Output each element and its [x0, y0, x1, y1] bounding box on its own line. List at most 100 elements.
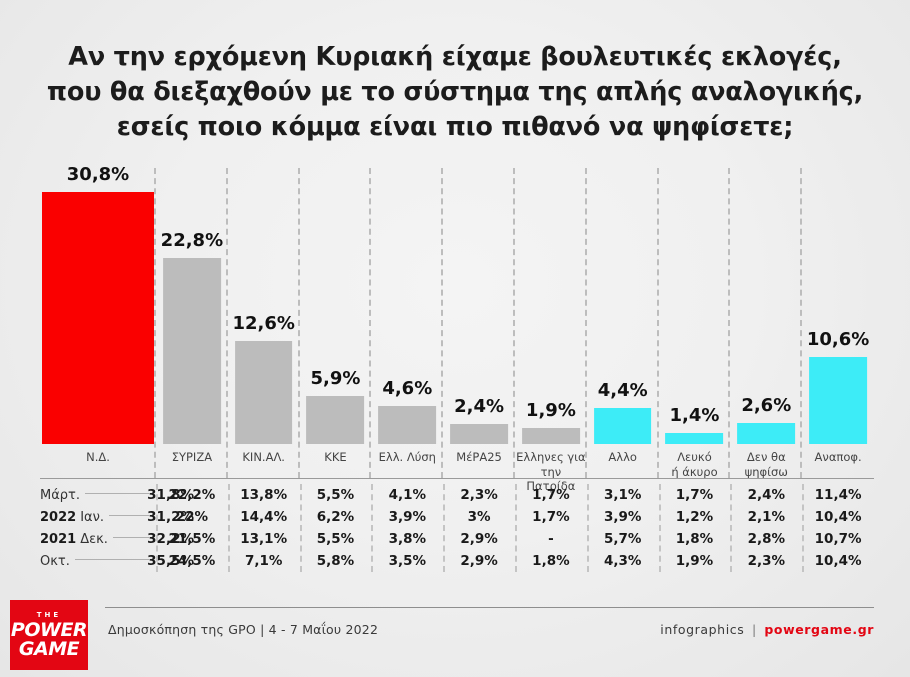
credit-separator: |	[751, 622, 757, 637]
table-row-label: 2022 Ιαν.	[40, 506, 152, 528]
table-cell: 1,9%	[675, 553, 714, 569]
table-cell: 5,8%	[316, 553, 355, 569]
logo-power-text: POWER	[10, 618, 88, 641]
table-cell: 31,8%	[147, 487, 194, 503]
source-attribution: Δημοσκόπηση της GPO | 4 - 7 Μαΐου 2022	[108, 622, 379, 637]
infographics-credit: infographics | powergame.gr	[660, 622, 874, 637]
credit-site[interactable]: powergame.gr	[764, 622, 874, 637]
bar-9	[665, 432, 724, 444]
table-cell: 35,5%	[147, 553, 194, 569]
table-cell: 10,4%	[814, 553, 862, 569]
table-row: 2022 Ιαν. 31,2% 22% 14,4% 6,2% 3,9% 3% 1,7% 3,9% 1…	[40, 506, 874, 528]
table-cell: 3,9%	[388, 509, 427, 525]
table-cell: 13,8%	[240, 487, 288, 503]
leader-line	[112, 536, 149, 538]
column-divider	[154, 168, 156, 478]
bar-11	[809, 357, 867, 444]
table-row: 2021 Δεκ. 32,2% 21,5% 13,1% 5,5% 3,8% 2,9% -5,7%…	[40, 528, 874, 550]
leader-line	[85, 492, 149, 494]
column-divider	[800, 168, 803, 478]
column-divider	[584, 168, 587, 478]
table-cell: 13,1%	[240, 531, 288, 547]
table-column-divider	[802, 484, 805, 572]
table-cell: 3%	[467, 509, 491, 525]
category-label: ΚΚΕ	[324, 450, 347, 464]
table-cell: 2,1%	[747, 509, 786, 525]
axis-baseline	[40, 478, 874, 479]
history-table: Μάρτ. 31,8% 22,2% 13,8% 5,5% 4,1% 2,3% 1,7% 3,1%…	[40, 484, 874, 572]
logo-the-text: THE	[36, 610, 62, 619]
row-month: Ιαν.	[80, 509, 104, 525]
category-label: Ελληνες για την Πατρίδα	[516, 450, 586, 494]
row-month: Οκτ.	[40, 553, 70, 569]
column-divider	[656, 168, 659, 478]
table-cell: 32,2%	[147, 531, 194, 547]
bar-value-label: 2,6%	[741, 394, 792, 416]
bar-value-label: 1,9%	[525, 400, 576, 422]
table-row: Οκτ. 35,5% 24,5% 7,1% 5,8% 3,5% 2,9% 1,8% 4,3% 1,…	[40, 550, 874, 572]
table-cell: 5,7%	[603, 531, 642, 547]
table-cell: 31,2%	[147, 509, 194, 525]
table-column-divider	[443, 484, 446, 572]
category-label: Αλλο	[608, 450, 637, 464]
row-year: 2022	[40, 509, 77, 525]
table-column-divider	[227, 484, 230, 572]
bar-value-label: 2,4%	[454, 396, 505, 418]
table-cell: 10,4%	[814, 509, 862, 525]
row-month: Δεκ.	[80, 531, 108, 547]
category-label: ΣΥΡΙΖΑ	[171, 450, 213, 464]
table-cell: 10,7%	[814, 531, 862, 547]
table-cell: 11,4%	[814, 487, 862, 503]
column-divider	[369, 168, 372, 478]
bar-value-label: 10,6%	[806, 329, 870, 351]
chart-column: 1,9% Ελληνες για την Πατρίδα	[515, 168, 587, 493]
table-cell: 4,1%	[388, 487, 427, 503]
table-cell: 2,9%	[460, 531, 498, 547]
table-cell: 2,3%	[460, 487, 498, 503]
table-cell: 3,9%	[603, 509, 642, 525]
chart-column: 1,4% Λευκό ή άκυρο	[659, 168, 731, 479]
table-cell: 1,7%	[532, 509, 570, 525]
table-column-divider	[658, 484, 661, 572]
table-cell: 3,5%	[388, 553, 427, 569]
bar-8	[593, 408, 652, 444]
table-cell: 2,4%	[747, 487, 786, 503]
category-label: Ελλ. Λύση	[378, 450, 436, 464]
table-cell: 6,2%	[316, 509, 355, 525]
table-cell: 5,5%	[316, 487, 355, 503]
table-cell: 14,4%	[240, 509, 288, 525]
table-cell: 24,5%	[168, 553, 216, 569]
table-cell: 1,7%	[675, 487, 714, 503]
table-column-divider	[586, 484, 589, 572]
category-label: ΚΙΝ.ΑΛ.	[242, 450, 285, 464]
credit-label: infographics	[660, 622, 745, 637]
table-cell: 1,8%	[675, 531, 714, 547]
table-cell: 5,5%	[316, 531, 355, 547]
category-label: Λευκό ή άκυρο	[671, 450, 718, 479]
logo-game-text: GAME	[18, 637, 80, 660]
bar-3	[234, 340, 293, 444]
chart-column: 30,8% Ν.Δ.	[40, 164, 156, 478]
chart-column: 12,6% ΚΙΝ.ΑΛ.	[228, 168, 300, 478]
table-row-label: Οκτ.	[40, 550, 152, 572]
category-label: Δεν θα ψηφίσω	[744, 450, 788, 479]
leader-line	[74, 558, 149, 560]
chart-column: 5,9% ΚΚΕ	[300, 168, 372, 478]
chart-column: 2,4% ΜέΡΑ25	[443, 168, 515, 478]
bar-2	[162, 257, 221, 444]
category-label: Ν.Δ.	[86, 450, 110, 464]
table-cell: 22%	[175, 509, 209, 525]
table-cell: 2,9%	[460, 553, 498, 569]
column-divider	[297, 168, 300, 478]
leader-line	[109, 514, 149, 516]
column-divider	[728, 168, 731, 478]
table-cell: 21,5%	[168, 531, 216, 547]
chart-column: 10,6% Αναποφ.	[802, 168, 874, 464]
bar-10	[737, 422, 796, 444]
category-label: ΜέΡΑ25	[456, 450, 502, 464]
table-cell: 7,1%	[244, 553, 283, 569]
table-cell: 1,8%	[532, 553, 570, 569]
chart-column: 2,6% Δεν θα ψηφίσω	[730, 168, 803, 479]
bar-4	[306, 395, 365, 444]
table-row-label: 2021 Δεκ.	[40, 528, 152, 550]
